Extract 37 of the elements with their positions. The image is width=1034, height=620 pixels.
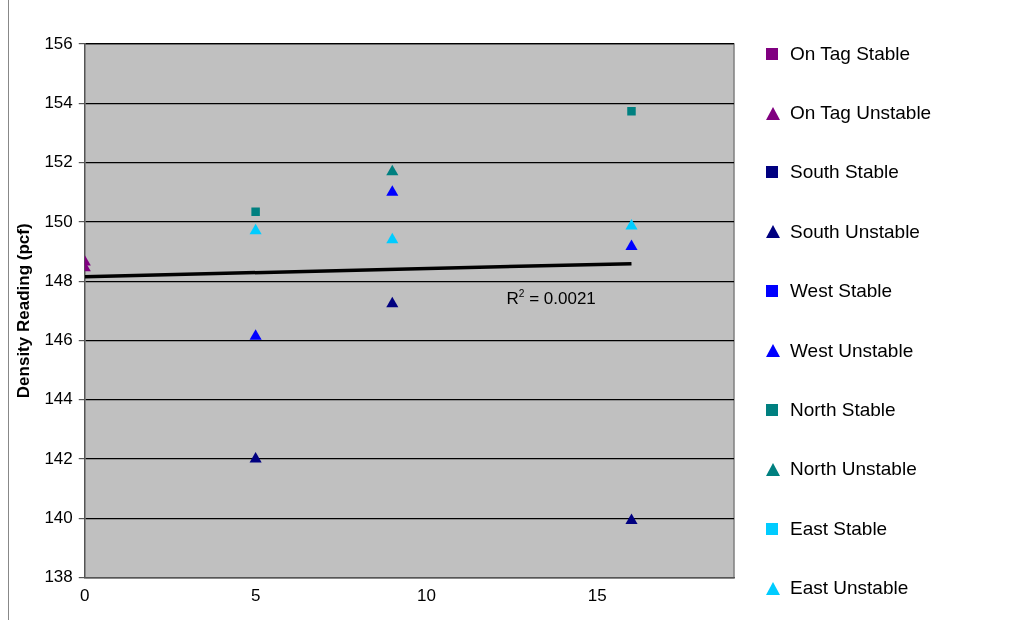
y-axis-title: Density Reading (pcf)	[13, 223, 33, 399]
y-tick-label: 140	[44, 508, 73, 527]
point	[386, 232, 399, 244]
point	[625, 513, 638, 524]
legend-label: On Tag Unstable	[790, 102, 932, 125]
point	[251, 207, 260, 217]
legend-label: East Stable	[790, 517, 888, 540]
point	[249, 329, 262, 340]
legend-label: East Unstable	[790, 577, 909, 600]
point	[386, 296, 399, 308]
y-tick-label: 148	[44, 270, 73, 290]
y-tick-label: 152	[44, 152, 73, 172]
x-tick-label: 5	[250, 586, 261, 606]
point	[627, 107, 636, 116]
point	[249, 452, 262, 463]
y-tick-label: 138	[44, 567, 73, 587]
point	[386, 164, 399, 176]
point	[625, 219, 638, 230]
y-tick-label: 146	[44, 330, 73, 350]
legend-label: West Stable	[790, 280, 893, 303]
legend-label: North Stable	[790, 399, 896, 422]
x-tick-label: 15	[587, 586, 607, 606]
point	[386, 185, 399, 196]
x-tick-label: 0	[80, 586, 90, 606]
y-tick-label: 142	[44, 448, 73, 468]
legend-label: West Unstable	[790, 339, 914, 362]
point	[625, 239, 638, 250]
legend-label: South Unstable	[790, 220, 920, 243]
legend-label: North Unstable	[790, 458, 917, 481]
point	[249, 223, 262, 235]
y-tick-label: 154	[44, 92, 73, 112]
y-tick-label: 156	[44, 33, 73, 53]
legend-label: South Stable	[790, 161, 899, 184]
x-tick-label: 10	[417, 586, 436, 606]
legend-label: On Tag Stable	[790, 42, 911, 65]
y-tick-label: 144	[44, 389, 73, 409]
y-tick-label: 150	[44, 211, 73, 231]
